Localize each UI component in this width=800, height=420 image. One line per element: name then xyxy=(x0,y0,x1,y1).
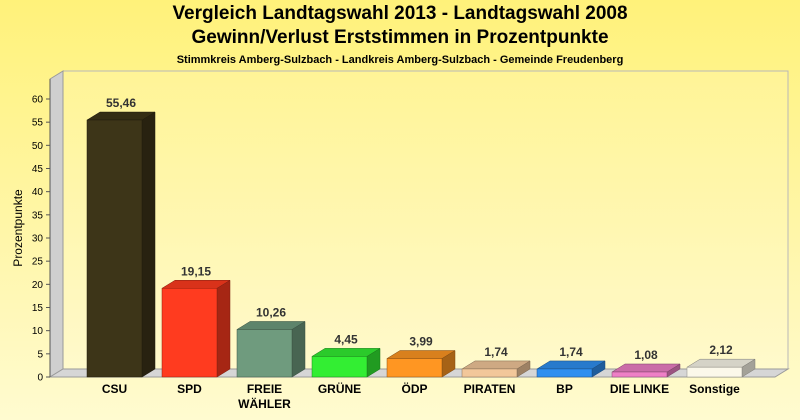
chart-frame xyxy=(48,70,790,378)
bar-front xyxy=(386,358,443,378)
category-label: BP xyxy=(556,382,573,396)
bar xyxy=(686,358,756,378)
value-label: 1,74 xyxy=(559,345,583,359)
bar-front xyxy=(161,288,218,378)
category-label: ÖDP xyxy=(401,381,427,396)
category-label: GRÜNE xyxy=(318,381,361,396)
bar-front xyxy=(611,371,668,378)
y-tick-label: 50 xyxy=(32,141,44,152)
category-label: CSU xyxy=(102,382,127,396)
bar xyxy=(461,360,531,378)
y-axis-label: Prozentpunkte xyxy=(11,189,25,267)
category-label: FREIE xyxy=(247,382,282,396)
bar-front xyxy=(311,356,368,378)
chart-subtitle: Gewinn/Verlust Erststimmen in Prozentpun… xyxy=(191,27,609,48)
bar-side xyxy=(291,321,306,378)
value-label: 1,08 xyxy=(634,348,658,362)
bar-side xyxy=(141,111,156,378)
value-label: 1,74 xyxy=(484,345,508,359)
value-label: 10,26 xyxy=(256,305,286,319)
bar xyxy=(611,363,681,378)
y-tick-label: 40 xyxy=(32,187,44,198)
y-tick-label: 30 xyxy=(32,234,44,245)
y-tick-label: 60 xyxy=(32,95,44,106)
side-wall xyxy=(49,70,64,378)
bar-front xyxy=(536,368,593,378)
category-label: SPD xyxy=(177,382,202,396)
category-label: DIE LINKE xyxy=(610,382,669,396)
y-tick-label: 0 xyxy=(37,373,43,384)
y-axis: 0 5 10 15 20 25 30 35 40 45 50 55 60 Prozentpunkte xyxy=(11,79,51,384)
value-label: 3,99 xyxy=(409,335,433,349)
value-label: 4,45 xyxy=(334,332,358,346)
bar xyxy=(536,360,606,378)
category-label: WÄHLER xyxy=(238,396,291,411)
bar-front xyxy=(686,366,743,378)
y-tick-label: 45 xyxy=(32,164,44,175)
category-label: PIRATEN xyxy=(464,382,516,396)
bar xyxy=(161,279,231,378)
y-tick-label: 10 xyxy=(32,326,44,337)
bar-side xyxy=(216,279,231,378)
bar-front xyxy=(236,329,293,378)
bar-front xyxy=(86,119,143,378)
bars xyxy=(86,111,756,378)
chart-title: Vergleich Landtagswahl 2013 - Landtagswa… xyxy=(172,3,628,24)
chart-region-subtitle: Stimmkreis Amberg-Sulzbach - Landkreis A… xyxy=(176,54,624,66)
y-tick-label: 25 xyxy=(32,257,44,268)
category-label: Sonstige xyxy=(689,382,740,396)
y-tick-label: 20 xyxy=(32,280,44,291)
y-tick-label: 15 xyxy=(32,303,44,314)
y-tick-label: 35 xyxy=(32,210,44,221)
value-label: 2,12 xyxy=(709,343,733,357)
y-tick-label: 55 xyxy=(32,118,44,129)
bar xyxy=(86,111,156,378)
bar xyxy=(311,347,381,378)
bar xyxy=(386,350,456,378)
value-label: 19,15 xyxy=(181,264,211,278)
bar xyxy=(236,321,306,378)
y-tick-label: 5 xyxy=(37,349,43,360)
bar-front xyxy=(461,368,518,378)
value-label: 55,46 xyxy=(106,96,136,110)
